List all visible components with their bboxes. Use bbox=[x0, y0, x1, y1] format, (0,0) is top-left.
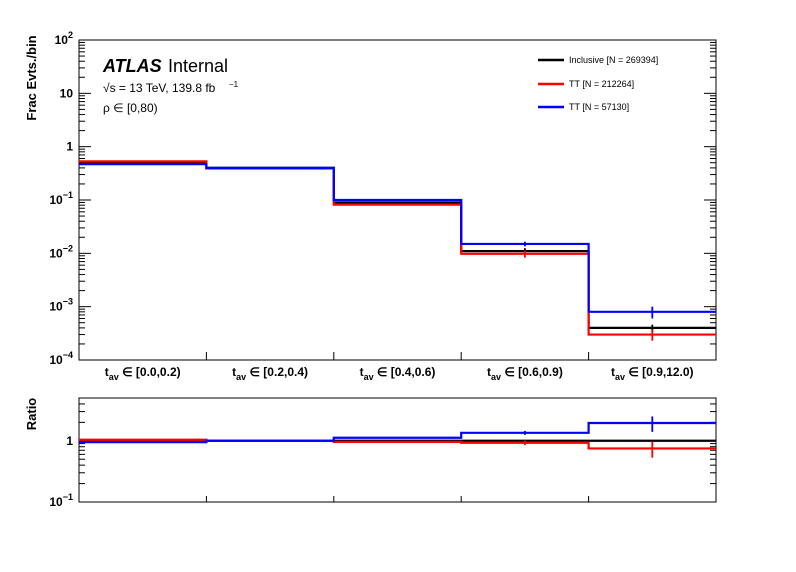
x-tick-label: tav ∈ [0.2,0.4) bbox=[232, 365, 308, 382]
legend-label-tt-blue: TT [N = 57130] bbox=[569, 102, 629, 112]
x-tick-label: tav ∈ [0.6,0.9) bbox=[487, 365, 563, 382]
legend-label-inclusive: Inclusive [N = 269394] bbox=[569, 55, 658, 65]
region-label: ρ ∈ [0,80) bbox=[103, 101, 158, 115]
main-panel: 102 10 1 10−1 10−2 10−3 10−4 Frac Evts./bin ta… bbox=[24, 30, 717, 382]
main-series-line-2 bbox=[79, 163, 716, 313]
x-tick-labels: tav ∈ [0.0,0.2) tav ∈ [0.2,0.4) tav ∈ [0.4… bbox=[105, 365, 694, 382]
ratio-series-line-2 bbox=[79, 421, 716, 444]
atlas-status-label: Internal bbox=[168, 56, 228, 76]
main-series bbox=[79, 160, 716, 341]
main-y-tick-label: 10−2 bbox=[49, 243, 73, 260]
ratio-y-axis-label: Ratio bbox=[24, 398, 39, 431]
energy-lumi-label: √s = 13 TeV, 139.8 fb bbox=[103, 81, 216, 95]
main-y-axis-label: Frac Evts./bin bbox=[24, 35, 39, 120]
ratio-series bbox=[79, 416, 716, 458]
atlas-label: ATLAS bbox=[102, 56, 162, 76]
ratio-y-tick-label: 1 bbox=[66, 434, 73, 448]
x-tick-label: tav ∈ [0.0,0.2) bbox=[105, 365, 181, 382]
lumi-exponent: −1 bbox=[229, 80, 239, 89]
ratio-y-tick-label: 10−1 bbox=[49, 492, 73, 509]
ratio-panel: 1 10−1 Ratio bbox=[24, 397, 717, 509]
x-tick-label: tav ∈ [0.9,12.0) bbox=[611, 365, 694, 382]
main-axis-ticks: 102 10 1 10−1 10−2 10−3 10−4 bbox=[49, 30, 716, 367]
x-tick-label: tav ∈ [0.4,0.6) bbox=[360, 365, 436, 382]
legend: Inclusive [N = 269394] TT [N = 212264] T… bbox=[538, 55, 658, 112]
main-y-tick-label: 10 bbox=[60, 86, 74, 100]
main-y-tick-label: 10−3 bbox=[49, 297, 73, 314]
main-y-tick-label: 102 bbox=[55, 30, 73, 47]
main-y-tick-label: 10−1 bbox=[49, 190, 73, 207]
main-y-tick-label: 10−4 bbox=[49, 350, 73, 367]
main-y-tick-label: 1 bbox=[66, 140, 73, 154]
legend-label-tt-red: TT [N = 212264] bbox=[569, 79, 634, 89]
